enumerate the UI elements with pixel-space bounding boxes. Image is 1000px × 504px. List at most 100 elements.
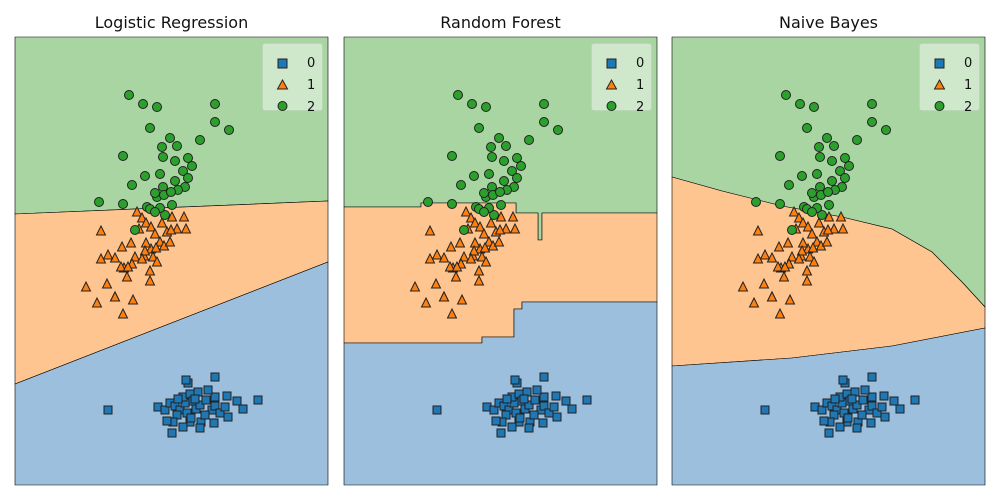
point-class-1-triangle — [837, 222, 849, 234]
point-class-1-triangle — [165, 223, 177, 235]
point-class-1-triangle — [446, 307, 458, 319]
point-class-1-triangle — [796, 244, 808, 256]
point-class-1-triangle — [122, 260, 134, 272]
point-class-0-square — [190, 394, 200, 404]
point-class-2-circle — [118, 151, 128, 161]
point-class-0-square — [867, 392, 877, 402]
point-class-2-circle — [178, 166, 188, 176]
point-class-0-square — [819, 416, 829, 426]
point-class-1-triangle — [469, 216, 481, 228]
point-class-1-triangle — [171, 222, 183, 234]
point-class-2-circle — [814, 142, 824, 152]
legend-entry-0: 0 — [636, 56, 644, 71]
legend-entry-0: 0 — [307, 56, 315, 71]
legend-entry-1: 1 — [636, 78, 644, 93]
chart-title: Naive Bayes — [779, 13, 878, 32]
point-class-1-triangle — [424, 252, 436, 264]
point-class-0-square — [824, 428, 834, 438]
point-class-2-circle — [150, 188, 160, 198]
point-class-1-triangle — [793, 252, 805, 264]
point-class-0-square — [539, 392, 549, 402]
point-class-2-circle — [835, 166, 845, 176]
point-class-2-circle — [840, 173, 850, 183]
point-class-2-circle — [210, 117, 220, 127]
point-class-1-triangle — [430, 277, 442, 289]
point-class-1-triangle — [109, 290, 121, 302]
point-class-1-triangle — [802, 220, 814, 232]
point-class-1-triangle — [480, 255, 492, 267]
point-class-1-triangle — [101, 277, 113, 289]
point-class-1-triangle — [773, 240, 785, 252]
point-class-2-circle — [507, 166, 517, 176]
point-class-0-square — [209, 418, 219, 428]
point-class-1-triangle — [91, 296, 103, 308]
point-class-0-square — [186, 413, 196, 423]
point-class-1-triangle — [786, 250, 798, 262]
point-class-1-triangle — [139, 244, 151, 256]
point-class-1-triangle — [151, 255, 163, 267]
point-class-1-triangle — [458, 250, 470, 262]
legend-entry-2: 2 — [964, 100, 972, 115]
point-class-2-circle — [844, 161, 854, 171]
point-class-1-triangle — [136, 252, 148, 264]
point-class-2-circle — [160, 210, 170, 220]
point-class-1-triangle — [424, 224, 436, 236]
point-class-1-triangle — [752, 224, 764, 236]
point-class-2-circle — [802, 123, 812, 133]
point-class-0-square — [582, 395, 592, 405]
point-class-0-square — [539, 372, 549, 382]
point-class-2-circle — [224, 125, 234, 135]
point-class-0-square — [539, 401, 549, 411]
point-class-0-square — [551, 391, 561, 401]
point-class-2-circle — [827, 156, 837, 166]
point-class-2-circle — [775, 151, 785, 161]
point-class-2-circle — [484, 169, 494, 179]
point-class-0-square — [549, 402, 559, 412]
point-class-2-circle — [812, 169, 822, 179]
point-class-0-square — [201, 395, 211, 405]
scatter-points — [737, 90, 920, 438]
point-class-0-square — [491, 416, 501, 426]
point-class-1-triangle — [828, 222, 840, 234]
point-class-0-square — [220, 402, 230, 412]
legend-square-marker — [277, 58, 288, 69]
point-class-2-circle — [852, 135, 862, 145]
point-class-1-triangle — [454, 236, 466, 248]
point-class-2-circle — [501, 141, 511, 151]
point-class-2-circle — [145, 123, 155, 133]
legend-square-marker — [606, 58, 617, 69]
point-class-1-triangle — [784, 293, 796, 305]
point-class-0-square — [200, 410, 210, 420]
point-class-1-triangle — [116, 240, 128, 252]
point-class-2-circle — [516, 161, 526, 171]
panel-naive-bayes: 0 1 2 Naive Bayes — [671, 13, 986, 486]
point-class-0-square — [524, 400, 534, 410]
chart-title: Logistic Regression — [95, 13, 248, 32]
point-class-0-square — [860, 385, 870, 395]
point-class-1-triangle — [476, 250, 488, 262]
point-class-2-circle — [494, 133, 504, 143]
point-class-0-square — [858, 395, 868, 405]
point-class-1-triangle — [509, 222, 521, 234]
point-class-1-triangle — [493, 235, 505, 247]
point-class-2-circle — [827, 176, 837, 186]
point-class-1-triangle — [473, 264, 485, 276]
point-class-1-triangle — [450, 270, 462, 282]
point-class-0-square — [173, 394, 183, 404]
point-class-1-triangle — [473, 274, 485, 286]
point-class-1-triangle — [474, 220, 486, 232]
point-class-2-circle — [456, 180, 466, 190]
point-class-2-circle — [481, 102, 491, 112]
point-class-2-circle — [829, 141, 839, 151]
legend-entry-2: 2 — [307, 100, 315, 115]
region-class-0 — [343, 301, 658, 486]
point-class-2-circle — [787, 225, 797, 235]
legend-entry-2: 2 — [636, 100, 644, 115]
point-class-1-triangle — [95, 224, 107, 236]
point-class-1-triangle — [164, 235, 176, 247]
point-class-0-square — [889, 396, 899, 406]
legend-triangle-marker — [276, 78, 289, 90]
point-class-0-square — [877, 402, 887, 412]
point-class-2-circle — [474, 123, 484, 133]
